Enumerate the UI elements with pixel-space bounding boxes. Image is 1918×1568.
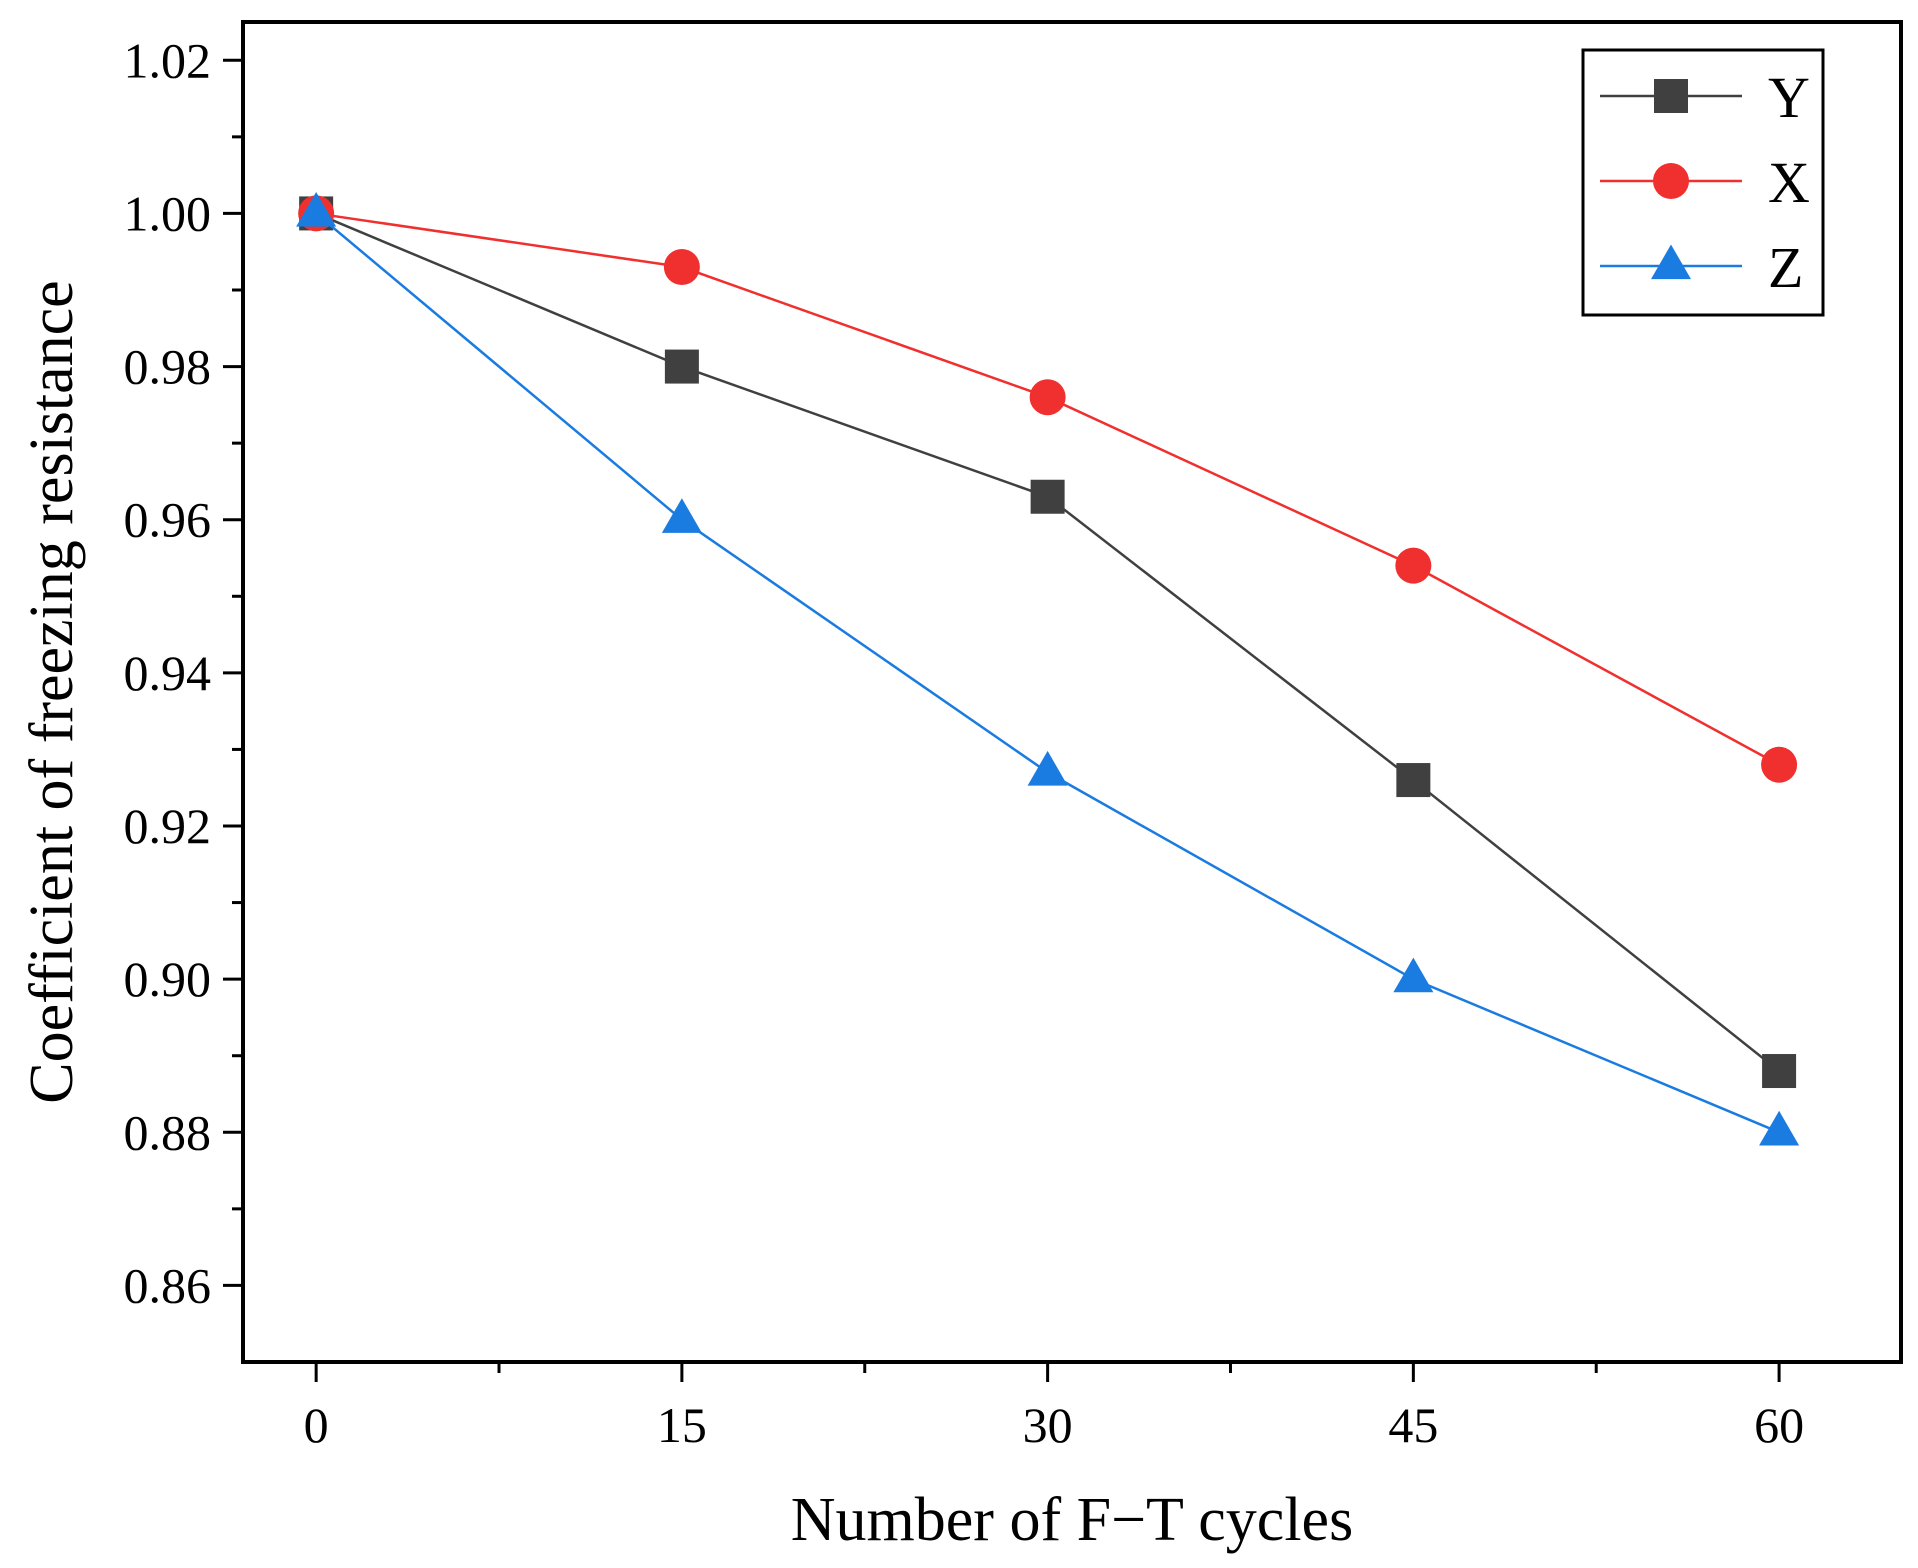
legend-box	[1581, 48, 1825, 317]
y-tick-label: 0.98	[124, 339, 212, 395]
data-point-z	[661, 498, 702, 533]
x-tick-label: 15	[657, 1397, 707, 1453]
y-tick-label: 0.94	[124, 645, 212, 701]
y-axis-title: Coefficient of freezing resistance	[18, 280, 86, 1103]
y-tick-label: 0.90	[124, 951, 212, 1007]
series-z	[296, 191, 1800, 1146]
y-tick-label: 0.86	[124, 1257, 212, 1313]
x-tick-label: 45	[1388, 1397, 1438, 1453]
plot-frame	[241, 20, 1903, 1364]
series-line-y	[315, 212, 1780, 1073]
legend: YXZ	[1581, 48, 1825, 317]
legend-marker-z	[1651, 244, 1691, 280]
data-point-x	[1395, 547, 1432, 584]
y-axis-ticks: 0.86 0.88 0.90 0.92 0.94 0.96 0.98 1.00 1.02	[124, 32, 243, 1313]
legend-marker-y	[1654, 79, 1688, 113]
x-axis-title: Number of F−T cycles	[791, 1486, 1353, 1554]
data-point-y	[1030, 479, 1065, 514]
legend-label-z: Z	[1768, 235, 1803, 300]
data-point-y	[1762, 1054, 1797, 1089]
x-tick-label: 60	[1754, 1397, 1804, 1453]
data-point-x	[1761, 746, 1798, 783]
legend-marker-x	[1653, 163, 1689, 199]
y-tick-label: 1.00	[124, 185, 212, 241]
data-point-y	[664, 349, 699, 384]
y-tick-label: 0.96	[124, 492, 212, 548]
data-point-x	[663, 249, 700, 286]
x-axis-ticks: 0 15 30 45 60	[304, 1362, 1804, 1453]
data-point-z	[296, 191, 337, 227]
legend-label-y: Y	[1768, 65, 1810, 130]
data-point-x	[1029, 379, 1066, 416]
data-point-z	[1759, 1110, 1800, 1146]
legend-label-x: X	[1768, 150, 1810, 215]
series-layer	[296, 191, 1800, 1146]
x-tick-label: 30	[1023, 1397, 1073, 1453]
y-tick-label: 1.02	[124, 32, 212, 88]
series-y	[299, 196, 1797, 1089]
y-tick-label: 0.92	[124, 798, 212, 854]
data-point-y	[1396, 763, 1431, 798]
y-tick-label: 0.88	[124, 1104, 212, 1160]
data-point-z	[1393, 957, 1434, 993]
x-tick-label: 0	[304, 1397, 329, 1453]
series-line-z	[315, 212, 1780, 1134]
data-point-z	[1027, 750, 1068, 786]
